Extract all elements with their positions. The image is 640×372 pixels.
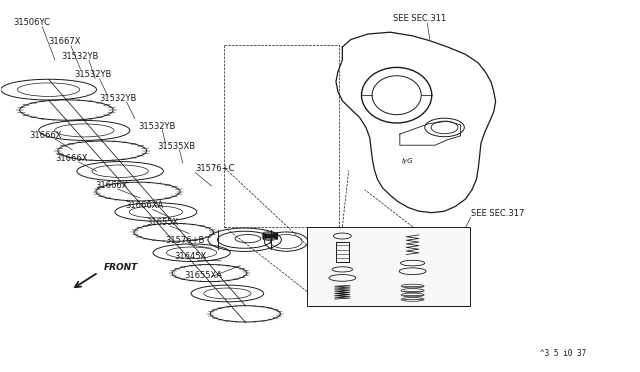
Text: 31666XA: 31666XA: [125, 201, 163, 210]
Text: SEE SEC.311: SEE SEC.311: [394, 14, 447, 23]
Text: 31666X: 31666X: [29, 131, 62, 140]
Text: SEE SEC.317: SEE SEC.317: [470, 209, 524, 218]
Text: 31576+C: 31576+C: [195, 164, 235, 173]
Text: 31655X: 31655X: [147, 218, 179, 227]
Text: ^3 5 i0 37: ^3 5 i0 37: [540, 349, 587, 359]
Text: 31535XB: 31535XB: [157, 142, 195, 151]
Text: 31506YC: 31506YC: [13, 18, 51, 27]
Text: 31666X: 31666X: [55, 154, 88, 163]
Text: 31666X: 31666X: [95, 181, 128, 190]
Text: 31532YB: 31532YB: [138, 122, 175, 131]
Text: FRONT: FRONT: [104, 263, 138, 273]
Text: 31532YB: 31532YB: [100, 94, 137, 103]
Text: 31667X: 31667X: [49, 38, 81, 46]
Text: 31532YB: 31532YB: [61, 52, 99, 61]
Text: 31655XA: 31655XA: [184, 271, 223, 280]
Text: 31532YB: 31532YB: [74, 70, 111, 79]
Bar: [307, 227, 470, 307]
Text: 31576+B: 31576+B: [166, 237, 205, 246]
Text: 31645X: 31645X: [174, 252, 207, 262]
Text: lyG: lyG: [402, 158, 413, 164]
